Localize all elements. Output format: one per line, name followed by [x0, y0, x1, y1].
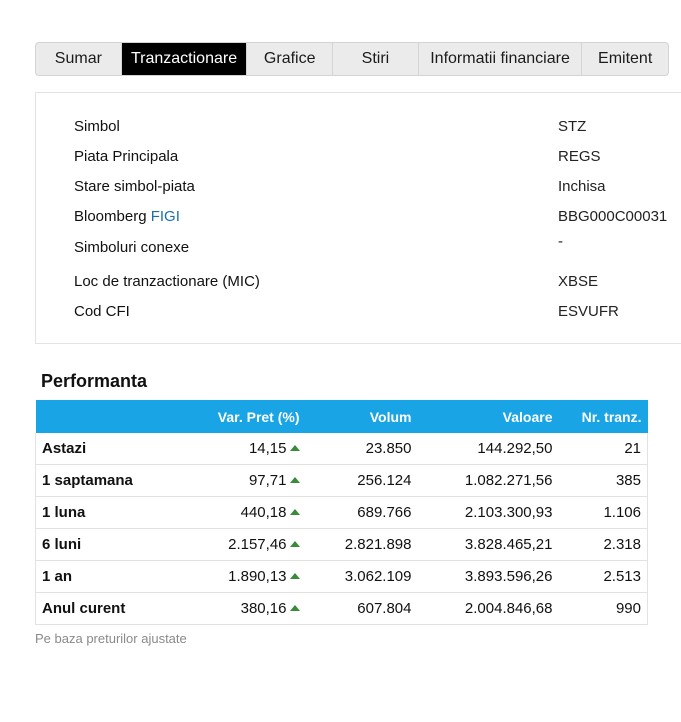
tab-sumar[interactable]: Sumar — [36, 43, 122, 75]
row-period: Astazi — [35, 433, 166, 465]
row-value: 144.292,50 — [417, 433, 559, 465]
row-value: 2.004.846,68 — [417, 592, 559, 625]
symbol-label: Simbol — [74, 118, 120, 135]
performance-header-row: Var. Pret (%) Volum Valoare Nr. tranz. — [35, 400, 648, 433]
table-row: 1 saptamana 97,71 256.124 1.082.271,56 3… — [35, 464, 648, 497]
row-volume: 3.062.109 — [305, 560, 418, 593]
header-period — [35, 400, 166, 433]
state-label: Stare simbol-piata — [74, 178, 195, 195]
tab-informatii-financiare[interactable]: Informatii financiare — [419, 43, 583, 75]
row-trades: 2.318 — [558, 528, 648, 561]
table-row: Astazi 14,15 23.850 144.292,50 21 — [35, 433, 648, 465]
row-var: 97,71 — [165, 464, 306, 497]
symbol-info-panel: Simbol STZ Piata Principala REGS Stare s… — [35, 92, 681, 344]
header-volum: Volum — [305, 400, 418, 433]
symbol-value: STZ — [558, 118, 587, 135]
tab-bar: Sumar Tranzactionare Grafice Stiri Infor… — [35, 42, 669, 76]
figi-label: Bloomberg FIGI — [74, 208, 180, 225]
row-var-value: 380,16 — [240, 600, 287, 617]
row-var-value: 14,15 — [248, 440, 287, 457]
row-var-value: 97,71 — [248, 472, 287, 489]
row-period: Anul curent — [35, 592, 166, 625]
header-var-pret: Var. Pret (%) — [165, 400, 306, 433]
cfi-label: Cod CFI — [74, 303, 130, 320]
arrow-up-icon — [289, 509, 300, 515]
row-trades: 2.513 — [558, 560, 648, 593]
arrow-up-icon — [289, 573, 300, 579]
figi-value: BBG000C00031 — [558, 208, 668, 225]
row-var: 14,15 — [165, 433, 306, 465]
market-label: Piata Principala — [74, 148, 179, 165]
figi-link[interactable]: FIGI — [150, 208, 180, 225]
arrow-up-icon — [289, 477, 300, 483]
row-period: 1 saptamana — [35, 464, 166, 497]
row-var-value: 2.157,46 — [228, 536, 287, 553]
arrow-up-icon — [289, 541, 300, 547]
row-trades: 385 — [558, 464, 648, 497]
mic-value: XBSE — [558, 273, 599, 290]
related-label: Simboluri conexe — [74, 239, 190, 256]
row-value: 2.103.300,93 — [417, 496, 559, 529]
row-volume: 2.821.898 — [305, 528, 418, 561]
header-nr-tranz: Nr. tranz. — [558, 400, 648, 433]
row-trades: 21 — [558, 433, 648, 465]
row-var: 1.890,13 — [165, 560, 306, 593]
mic-label: Loc de tranzactionare (MIC) — [74, 273, 260, 290]
tab-stiri[interactable]: Stiri — [333, 43, 419, 75]
row-trades: 990 — [558, 592, 648, 625]
row-period: 6 luni — [35, 528, 166, 561]
row-value: 3.828.465,21 — [417, 528, 559, 561]
table-row: Anul curent 380,16 607.804 2.004.846,68 … — [35, 592, 648, 625]
row-period: 1 an — [35, 560, 166, 593]
row-var: 2.157,46 — [165, 528, 306, 561]
tab-tranzactionare[interactable]: Tranzactionare — [121, 43, 248, 75]
table-row: 1 an 1.890,13 3.062.109 3.893.596,26 2.5… — [35, 560, 648, 593]
table-row: 1 luna 440,18 689.766 2.103.300,93 1.106 — [35, 496, 648, 529]
related-value: - — [558, 233, 563, 250]
performance-title: Performanta — [41, 371, 148, 391]
table-row: 6 luni 2.157,46 2.821.898 3.828.465,21 2… — [35, 528, 648, 561]
row-var-value: 1.890,13 — [228, 568, 287, 585]
row-volume: 607.804 — [305, 592, 418, 625]
tab-emitent[interactable]: Emitent — [598, 50, 653, 67]
row-var: 440,18 — [165, 496, 306, 529]
footnote: Pe baza preturilor ajustate — [35, 631, 187, 646]
row-var-value: 440,18 — [240, 504, 287, 521]
row-value: 1.082.271,56 — [417, 464, 559, 497]
row-volume: 23.850 — [305, 433, 418, 465]
row-volume: 689.766 — [305, 496, 418, 529]
state-value: Inchisa — [558, 178, 606, 195]
market-value: REGS — [558, 148, 601, 165]
tab-grafice[interactable]: Grafice — [247, 43, 334, 75]
header-valoare: Valoare — [417, 400, 559, 433]
arrow-up-icon — [289, 605, 300, 611]
figi-label-prefix: Bloomberg — [74, 208, 147, 225]
performance-table: Var. Pret (%) Volum Valoare Nr. tranz. A… — [35, 400, 648, 625]
arrow-up-icon — [289, 445, 300, 451]
row-trades: 1.106 — [558, 496, 648, 529]
row-volume: 256.124 — [305, 464, 418, 497]
row-value: 3.893.596,26 — [417, 560, 559, 593]
cfi-value: ESVUFR — [558, 303, 619, 320]
row-period: 1 luna — [35, 496, 166, 529]
row-var: 380,16 — [165, 592, 306, 625]
